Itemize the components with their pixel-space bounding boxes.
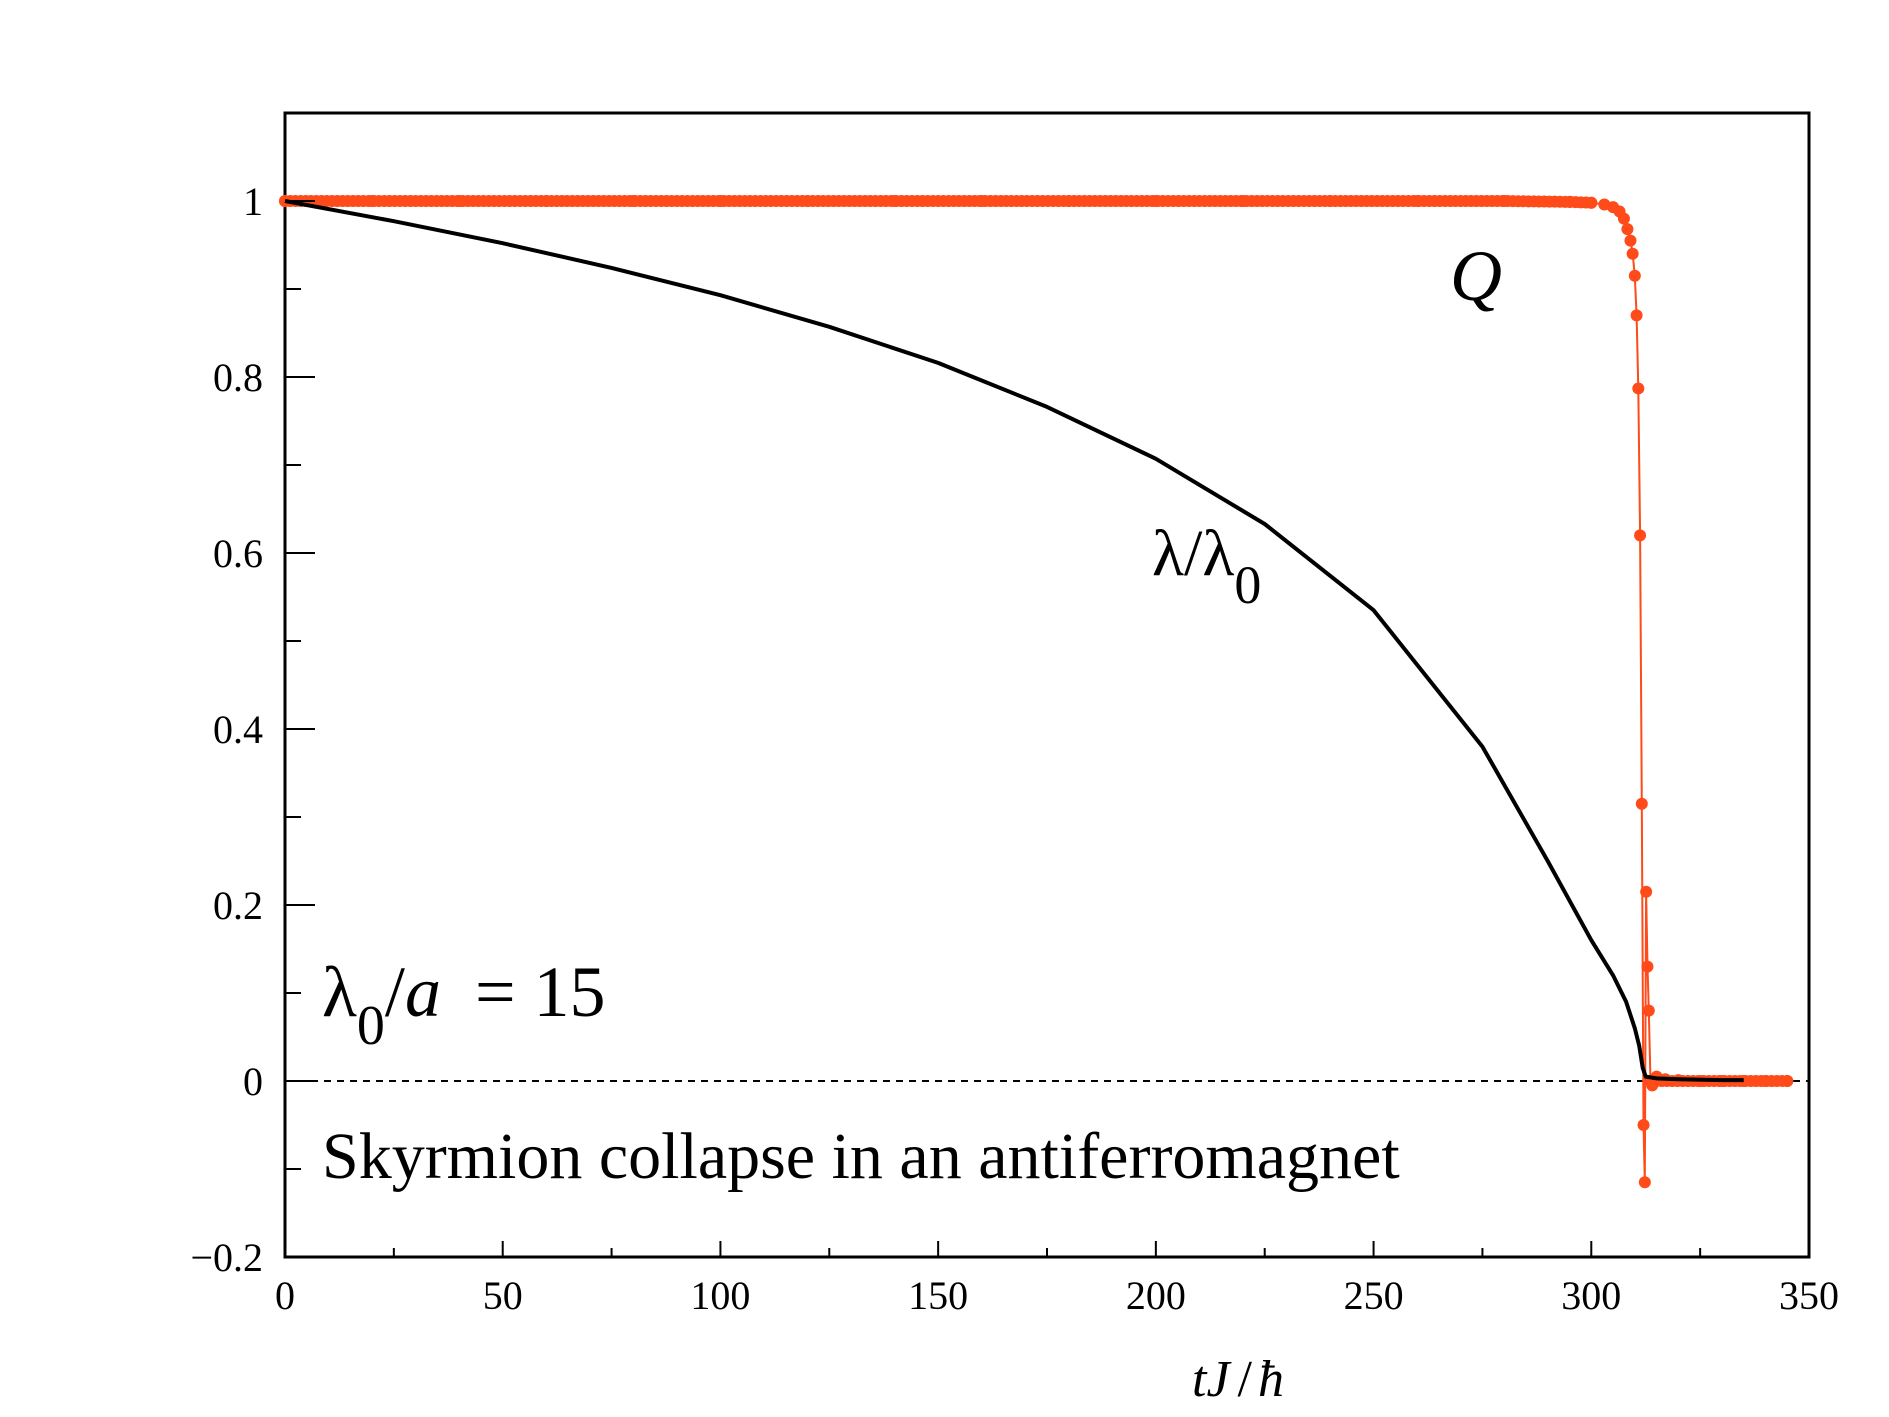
y-axis: −0.2 0 0.2 0.4 0.6 0.8 1 <box>190 112 315 1280</box>
q-series-label: Q <box>1450 236 1502 316</box>
x-tick-label: 250 <box>1344 1273 1404 1318</box>
q-point <box>1634 529 1647 542</box>
q-point <box>1621 223 1634 236</box>
q-point <box>1640 885 1653 898</box>
q-point <box>1498 195 1511 207</box>
q-point <box>1563 195 1576 208</box>
y-tick-label: 0.6 <box>213 531 263 576</box>
q-point <box>1642 1004 1655 1017</box>
y-tick-label: −0.2 <box>190 1235 263 1280</box>
q-point <box>1759 1075 1772 1087</box>
q-point <box>1149 195 1162 207</box>
q-point <box>1781 1075 1794 1087</box>
q-point <box>540 195 553 207</box>
q-point <box>1324 195 1337 207</box>
q-point <box>1628 269 1641 282</box>
q-point <box>888 195 901 207</box>
plot-area <box>279 111 1811 1259</box>
x-tick-label: 100 <box>690 1273 750 1318</box>
q-point <box>1236 195 1249 207</box>
q-point <box>1617 212 1630 225</box>
x-tick-label: 50 <box>483 1273 523 1318</box>
q-point <box>714 195 727 207</box>
y-tick-label: 0 <box>243 1059 263 1104</box>
y-tick-label: 0.2 <box>213 883 263 928</box>
q-point <box>1624 234 1637 247</box>
q-point <box>1637 1119 1650 1131</box>
q-point <box>975 195 988 207</box>
q-point <box>1641 960 1654 973</box>
q-point <box>1411 195 1424 207</box>
q-point <box>1638 1176 1651 1189</box>
q-point <box>453 195 466 207</box>
plot-frame <box>283 111 1811 1259</box>
y-tick-label: 0.4 <box>213 707 263 752</box>
x-axis: 0 50 100 150 200 250 300 350 <box>275 1241 1839 1318</box>
x-tick-label: 0 <box>275 1273 295 1318</box>
x-tick-label: 150 <box>908 1273 968 1318</box>
series-layer <box>279 195 1794 1189</box>
q-point <box>1062 195 1075 207</box>
x-tick-label: 200 <box>1126 1273 1186 1318</box>
q-point <box>1585 196 1598 209</box>
q-point <box>366 195 379 207</box>
x-tick-label: 300 <box>1561 1273 1621 1318</box>
q-point <box>1630 309 1643 322</box>
series-line-0 <box>285 200 1788 1184</box>
ratio-annotation: λ0/a = 15 <box>322 952 606 1057</box>
x-axis-label: tJ / ħ <box>1192 1351 1284 1408</box>
caption: Skyrmion collapse in an antiferromagnet <box>322 1120 1400 1193</box>
series-line-1 <box>284 199 1744 1083</box>
x-tick-label: 350 <box>1779 1273 1839 1318</box>
y-tick-label: 0.8 <box>213 355 263 400</box>
q-point <box>1626 247 1639 260</box>
q-point <box>801 195 814 207</box>
q-point <box>1635 797 1648 810</box>
q-point <box>627 195 640 207</box>
y-tick-label: 1 <box>243 179 263 224</box>
lambda-series-label: λ/λ0 <box>1152 517 1261 615</box>
q-point <box>1632 382 1645 395</box>
